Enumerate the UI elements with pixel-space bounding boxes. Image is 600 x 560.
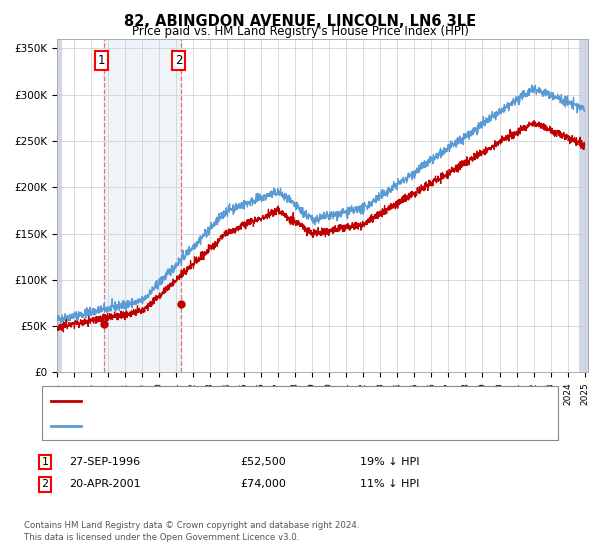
- Text: 20-APR-2001: 20-APR-2001: [69, 479, 140, 489]
- Bar: [104, 39, 181, 372]
- Text: £52,500: £52,500: [240, 457, 286, 467]
- Text: 1: 1: [41, 457, 49, 467]
- Text: 82, ABINGDON AVENUE, LINCOLN, LN6 3LE (detached house): 82, ABINGDON AVENUE, LINCOLN, LN6 3LE (d…: [87, 396, 422, 407]
- Text: 2: 2: [175, 54, 182, 67]
- Text: £74,000: £74,000: [240, 479, 286, 489]
- Text: 1: 1: [97, 54, 105, 67]
- Text: Contains HM Land Registry data © Crown copyright and database right 2024.: Contains HM Land Registry data © Crown c…: [24, 521, 359, 530]
- Text: Price paid vs. HM Land Registry's House Price Index (HPI): Price paid vs. HM Land Registry's House …: [131, 25, 469, 38]
- Text: 19% ↓ HPI: 19% ↓ HPI: [360, 457, 419, 467]
- Text: HPI: Average price, detached house, Lincoln: HPI: Average price, detached house, Linc…: [87, 421, 328, 431]
- Text: 27-SEP-1996: 27-SEP-1996: [69, 457, 140, 467]
- Text: This data is licensed under the Open Government Licence v3.0.: This data is licensed under the Open Gov…: [24, 533, 299, 542]
- Bar: [57, 39, 62, 372]
- Text: 11% ↓ HPI: 11% ↓ HPI: [360, 479, 419, 489]
- Bar: [580, 39, 588, 372]
- Text: 82, ABINGDON AVENUE, LINCOLN, LN6 3LE: 82, ABINGDON AVENUE, LINCOLN, LN6 3LE: [124, 14, 476, 29]
- Text: 2: 2: [41, 479, 49, 489]
